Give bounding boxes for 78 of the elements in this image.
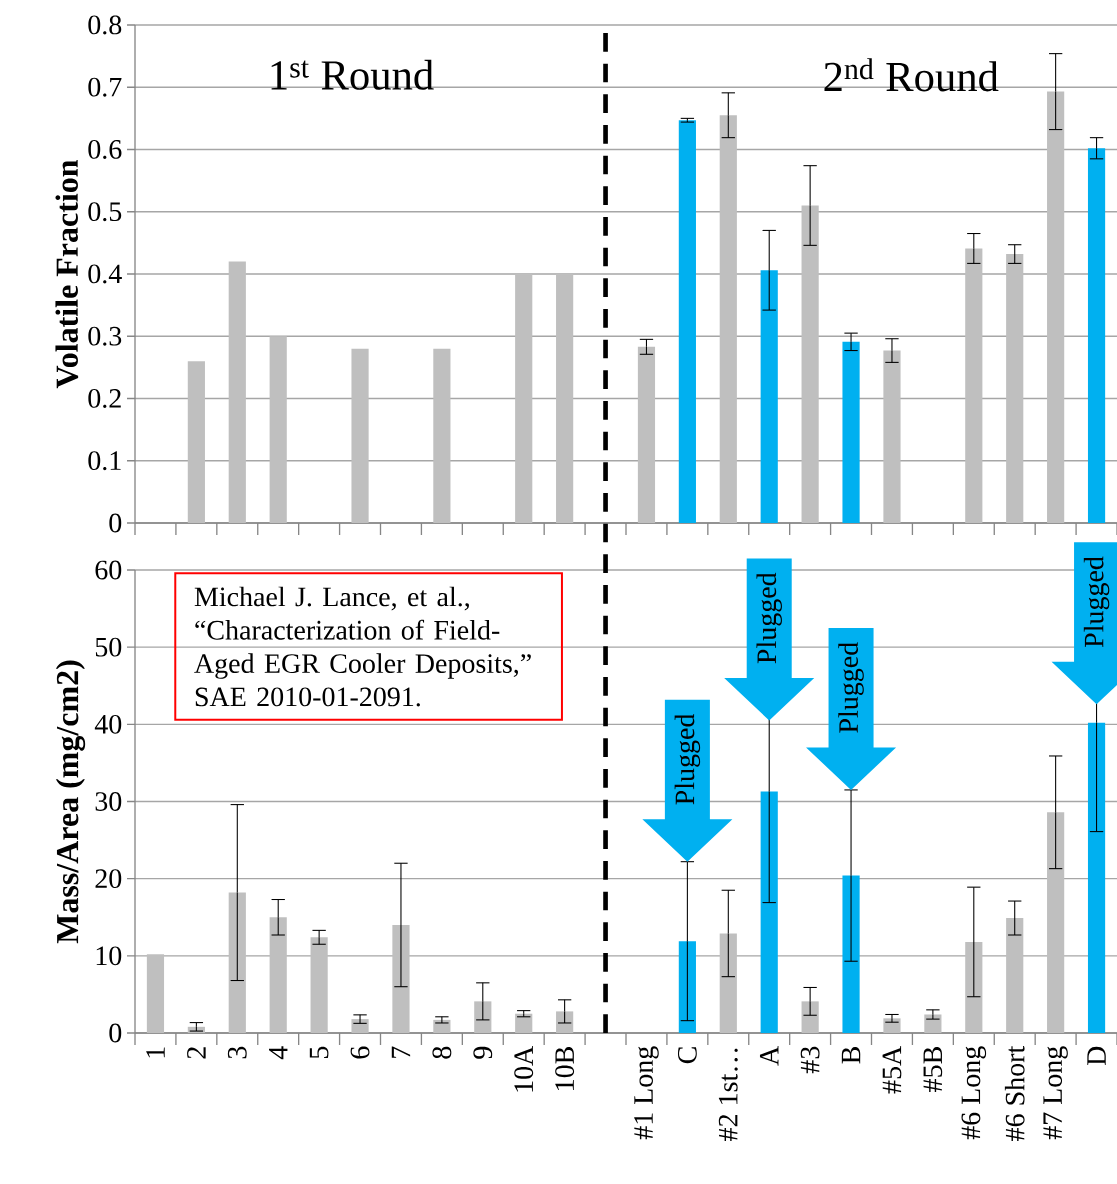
bar [678, 120, 696, 523]
bar [187, 361, 205, 523]
bar [146, 954, 165, 1033]
x-tick-label: #1 Long [634, 1046, 659, 1140]
bar [965, 248, 983, 523]
y-axis-title: Volatile Fraction [55, 159, 79, 389]
y-tick-label: 0.5 [88, 202, 122, 222]
bar [433, 348, 451, 523]
bar [351, 1019, 369, 1033]
bar [883, 350, 901, 523]
bar [883, 1018, 901, 1033]
bar [515, 273, 533, 523]
bar [515, 1013, 533, 1033]
bar [351, 348, 369, 523]
x-tick-label: B [841, 1047, 861, 1064]
y-tick-label: 0.4 [88, 264, 122, 284]
x-tick-label: A [759, 1045, 779, 1066]
x-tick-label: #2 1st… [718, 1048, 738, 1141]
x-tick-label: #5B [923, 1047, 943, 1092]
bar [1047, 812, 1065, 1033]
y-tick-label: 60 [95, 560, 122, 580]
x-tick-label: #6 Short [1004, 1045, 1025, 1141]
y-tick-label: 0.7 [88, 77, 122, 97]
bar [1087, 148, 1106, 523]
annotation: 2$^{nd}$ Round [824, 58, 999, 92]
annotation: Plugged [674, 713, 701, 805]
x-tick-label: 2 [187, 1047, 206, 1059]
y-tick-label: 50 [95, 637, 122, 657]
bar [760, 270, 778, 523]
x-tick-label: 5 [309, 1046, 329, 1059]
annotation: Plugged [1083, 556, 1110, 648]
annotation: 1$^{st}$ Round [271, 59, 434, 90]
y-tick-label: 40 [94, 714, 122, 734]
bar [719, 933, 737, 1033]
bar [269, 336, 287, 523]
bar [228, 261, 246, 523]
y-tick-label: 0.1 [88, 451, 121, 471]
y-tick-label: 20 [95, 869, 122, 889]
x-tick-label: 9 [473, 1046, 493, 1059]
annotation: Michael J. Lance, et al., “Characterization of Field-Aged EGR Cooler Deposits,” SAE 2010-01-2091. [194, 586, 531, 707]
annotation: Plugged [838, 642, 864, 733]
y-tick-label: 0.8 [88, 15, 122, 35]
x-tick-label: #6 Long [961, 1046, 987, 1140]
y-tick-label: 0.3 [88, 326, 122, 346]
x-tick-label: 4 [269, 1046, 288, 1060]
bar [269, 917, 287, 1033]
x-tick-label: 6 [350, 1046, 370, 1059]
bar [556, 273, 574, 523]
bar [637, 346, 656, 523]
bar [801, 1001, 819, 1033]
x-tick-label: 10A [514, 1045, 534, 1092]
bar [801, 205, 819, 523]
y-axis-title: Mass/Area (mg/cm2) [55, 660, 86, 944]
x-tick-label: 7 [391, 1046, 411, 1058]
x-tick-label: #7 Long [1043, 1046, 1068, 1140]
bar [1087, 722, 1106, 1033]
bar [842, 341, 860, 523]
bar [719, 115, 737, 523]
bar [1006, 918, 1024, 1033]
x-tick-label: #5A [882, 1045, 902, 1094]
x-tick-label: D [1087, 1046, 1106, 1066]
bar [310, 937, 328, 1033]
bar [1006, 254, 1024, 523]
y-tick-label: 0 [109, 1023, 122, 1043]
x-tick-label: C [677, 1047, 697, 1064]
bar [760, 791, 778, 1033]
x-tick-label: #3 [800, 1046, 820, 1074]
x-tick-label: 1 [146, 1047, 165, 1058]
x-tick-label: 3 [227, 1046, 247, 1059]
bar [1047, 91, 1065, 523]
x-tick-label: 8 [432, 1046, 452, 1059]
x-tick-label: 10B [555, 1047, 575, 1090]
y-tick-label: 0 [109, 513, 122, 533]
annotation: Plugged [756, 572, 782, 664]
y-tick-label: 30 [95, 792, 122, 811]
y-tick-label: 0.6 [88, 139, 122, 159]
y-tick-label: 10 [96, 946, 122, 966]
y-tick-label: 0.2 [88, 388, 121, 408]
